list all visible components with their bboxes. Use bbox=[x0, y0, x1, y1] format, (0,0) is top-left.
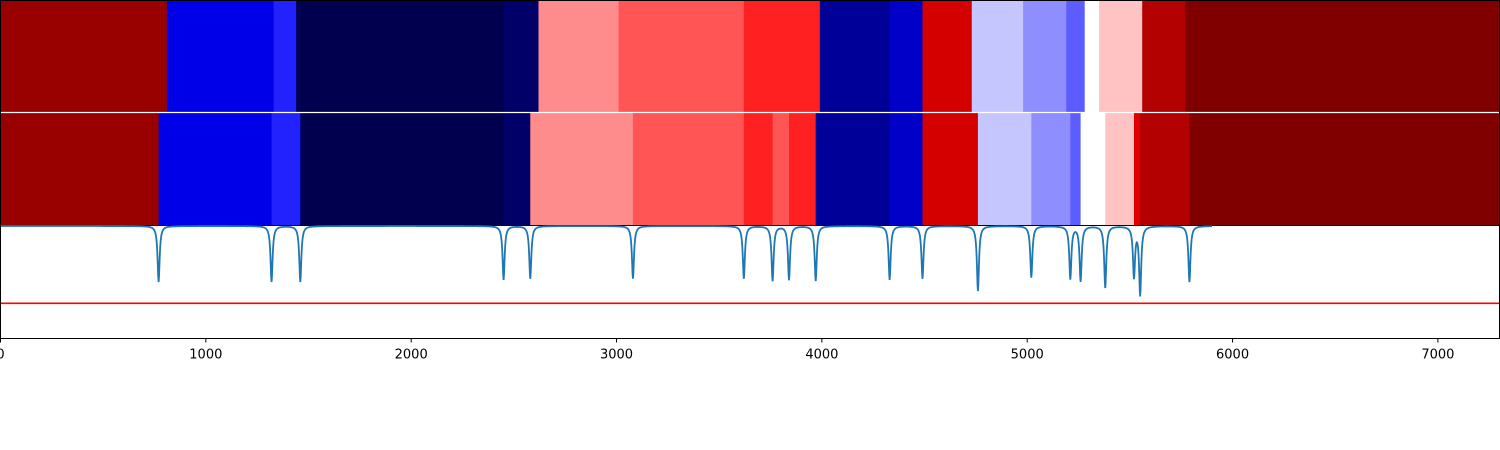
signal-panel bbox=[1, 226, 1500, 303]
segment-0-9 bbox=[890, 1, 923, 113]
segment-1-17 bbox=[1105, 113, 1134, 225]
segment-0-4 bbox=[504, 1, 539, 113]
segment-1-10 bbox=[816, 113, 890, 225]
x-tick-label-0: 0 bbox=[0, 348, 5, 363]
x-axis: 0 1000 2000 3000 4000 5000 6000 7000 bbox=[0, 339, 1454, 363]
segment-1-11 bbox=[890, 113, 923, 225]
segment-0-1 bbox=[167, 1, 274, 113]
x-tick-label-4000: 4000 bbox=[805, 348, 838, 363]
segment-1-5 bbox=[530, 113, 633, 225]
x-tick-label-5000: 5000 bbox=[1011, 348, 1044, 363]
segment-1-7 bbox=[744, 113, 773, 225]
segment-1-14 bbox=[1031, 113, 1071, 225]
segment-0-16 bbox=[1142, 1, 1186, 113]
x-tick-label-1000: 1000 bbox=[189, 348, 222, 363]
segment-1-15 bbox=[1070, 113, 1081, 225]
segment-1-3 bbox=[300, 113, 504, 225]
segment-0-17 bbox=[1185, 1, 1500, 113]
signal-line bbox=[1, 226, 1213, 296]
segment-0-11 bbox=[972, 1, 1024, 113]
segment-0-10 bbox=[922, 1, 972, 113]
segment-1-1 bbox=[159, 113, 272, 225]
segment-0-14 bbox=[1085, 1, 1100, 113]
segment-1-8 bbox=[773, 113, 790, 225]
segment-0-2 bbox=[274, 1, 297, 113]
x-tick-label-6000: 6000 bbox=[1216, 348, 1249, 363]
segment-0-6 bbox=[619, 1, 745, 113]
segment-0-15 bbox=[1099, 1, 1143, 113]
segment-1-19 bbox=[1140, 113, 1190, 225]
segment-1-0 bbox=[1, 113, 160, 225]
segment-1-4 bbox=[504, 113, 531, 225]
segment-0-0 bbox=[1, 1, 168, 113]
segment-1-12 bbox=[922, 113, 978, 225]
x-tick-label-3000: 3000 bbox=[600, 348, 633, 363]
segment-1-2 bbox=[272, 113, 301, 225]
upper-segmentation-band bbox=[1, 1, 1500, 113]
segment-1-20 bbox=[1189, 113, 1500, 225]
segment-0-8 bbox=[820, 1, 890, 113]
segment-0-7 bbox=[744, 1, 820, 113]
segment-0-12 bbox=[1023, 1, 1067, 113]
x-tick-label-7000: 7000 bbox=[1421, 348, 1454, 363]
segment-1-16 bbox=[1081, 113, 1106, 225]
segment-1-6 bbox=[633, 113, 744, 225]
x-tick-label-2000: 2000 bbox=[395, 348, 428, 363]
segment-1-9 bbox=[789, 113, 816, 225]
segment-0-13 bbox=[1066, 1, 1085, 113]
segment-0-3 bbox=[296, 1, 504, 113]
lower-segmentation-band bbox=[1, 113, 1500, 225]
segment-0-5 bbox=[538, 1, 619, 113]
segment-1-13 bbox=[978, 113, 1032, 225]
segment-1-18 bbox=[1134, 113, 1141, 225]
